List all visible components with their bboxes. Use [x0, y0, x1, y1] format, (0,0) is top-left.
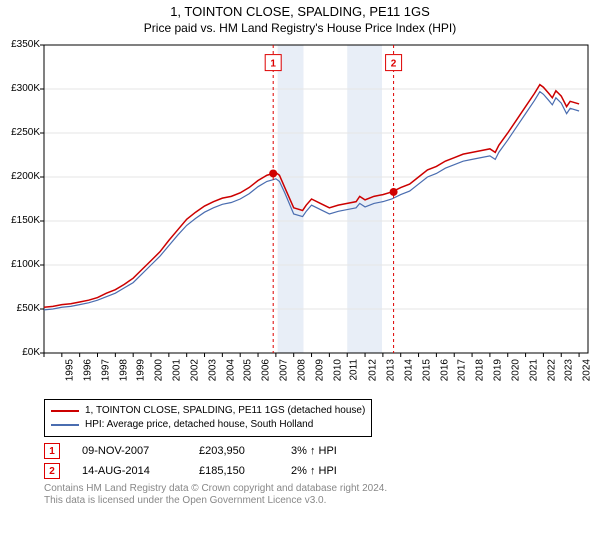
x-tick-label: 2014	[403, 359, 414, 381]
x-tick-label: 2007	[278, 359, 289, 381]
attribution: Contains HM Land Registry data © Crown c…	[44, 483, 594, 507]
x-tick-label: 2023	[564, 359, 575, 381]
legend-row-2: HPI: Average price, detached house, Sout…	[51, 418, 365, 432]
attribution-line-2: This data is licensed under the Open Gov…	[44, 495, 594, 507]
sale-date: 09-NOV-2007	[82, 445, 177, 457]
x-tick-label: 2016	[439, 359, 450, 381]
page-title: 1, TOINTON CLOSE, SPALDING, PE11 1GS	[6, 4, 594, 19]
y-tick-label: £50K	[17, 303, 40, 314]
sale-row-2: 2 14-AUG-2014 £185,150 2% ↑ HPI	[44, 463, 594, 479]
legend-swatch-2	[51, 424, 79, 426]
x-tick-label: 2010	[332, 359, 343, 381]
x-tick-label: 2022	[546, 359, 557, 381]
y-tick-label: £250K	[11, 127, 40, 138]
y-tick-label: £150K	[11, 215, 40, 226]
x-tick-label: 1996	[82, 359, 93, 381]
sale-marker-icon: 1	[44, 443, 60, 459]
svg-text:2: 2	[391, 59, 397, 70]
y-tick-label: £200K	[11, 171, 40, 182]
x-tick-label: 2017	[457, 359, 468, 381]
x-tick-label: 2011	[349, 359, 360, 381]
x-tick-label: 2013	[385, 359, 396, 381]
y-tick-label: £350K	[11, 39, 40, 50]
sale-price: £203,950	[199, 445, 269, 457]
x-tick-label: 2009	[314, 359, 325, 381]
sale-delta: 3% ↑ HPI	[291, 445, 337, 457]
x-tick-label: 2021	[528, 359, 539, 381]
sale-marker-icon: 2	[44, 463, 60, 479]
legend-swatch-1	[51, 410, 79, 412]
y-tick-label: £0K	[22, 347, 40, 358]
x-tick-label: 1998	[118, 359, 129, 381]
x-tick-label: 2004	[225, 359, 236, 381]
x-tick-label: 1999	[136, 359, 147, 381]
legend-label-2: HPI: Average price, detached house, Sout…	[85, 418, 313, 432]
chart-svg: 12	[6, 41, 594, 391]
x-tick-label: 2005	[243, 359, 254, 381]
x-tick-label: 1995	[64, 359, 75, 381]
attribution-line-1: Contains HM Land Registry data © Crown c…	[44, 483, 594, 495]
x-tick-label: 1997	[100, 359, 111, 381]
x-tick-label: 2001	[171, 359, 182, 381]
x-tick-label: 2006	[260, 359, 271, 381]
legend-label-1: 1, TOINTON CLOSE, SPALDING, PE11 1GS (de…	[85, 404, 365, 418]
x-tick-label: 2008	[296, 359, 307, 381]
x-tick-label: 2003	[207, 359, 218, 381]
x-tick-label: 2020	[510, 359, 521, 381]
x-tick-label: 2012	[367, 359, 378, 381]
x-tick-label: 2000	[153, 359, 164, 381]
x-tick-label: 2019	[492, 359, 503, 381]
sale-row-1: 1 09-NOV-2007 £203,950 3% ↑ HPI	[44, 443, 594, 459]
svg-text:1: 1	[270, 59, 276, 70]
y-tick-label: £300K	[11, 83, 40, 94]
sale-delta: 2% ↑ HPI	[291, 465, 337, 477]
page-subtitle: Price paid vs. HM Land Registry's House …	[6, 21, 594, 35]
legend: 1, TOINTON CLOSE, SPALDING, PE11 1GS (de…	[44, 399, 372, 437]
x-tick-label: 2018	[474, 359, 485, 381]
price-chart: 12 £0K£50K£100K£150K£200K£250K£300K£350K…	[6, 41, 594, 391]
sale-date: 14-AUG-2014	[82, 465, 177, 477]
x-tick-label: 2015	[421, 359, 432, 381]
y-tick-label: £100K	[11, 259, 40, 270]
x-tick-label: 2024	[581, 359, 592, 381]
x-tick-label: 2002	[189, 359, 200, 381]
sale-price: £185,150	[199, 465, 269, 477]
sales-table: 1 09-NOV-2007 £203,950 3% ↑ HPI 2 14-AUG…	[44, 443, 594, 479]
legend-row-1: 1, TOINTON CLOSE, SPALDING, PE11 1GS (de…	[51, 404, 365, 418]
